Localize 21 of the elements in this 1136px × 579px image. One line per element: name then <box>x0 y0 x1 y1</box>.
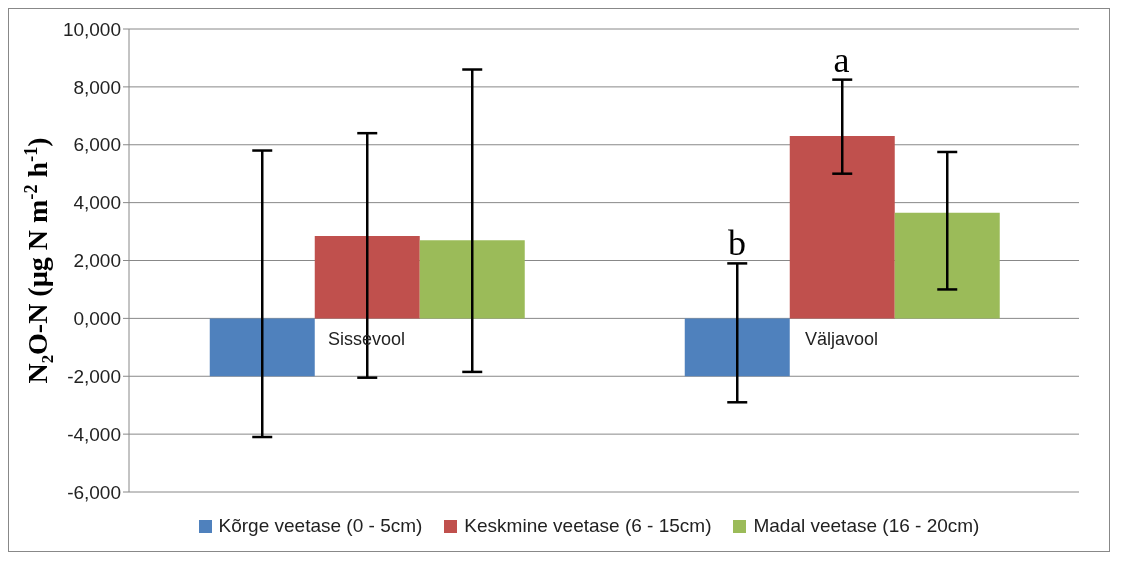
y-tick-label: 4,000 <box>73 192 121 214</box>
y-tick-label: 2,000 <box>73 250 121 272</box>
bar <box>894 212 1000 319</box>
annotation: a <box>833 39 850 80</box>
y-tick-label: 0,000 <box>73 308 121 330</box>
y-tick-label: 8,000 <box>73 76 121 98</box>
bar <box>419 240 525 319</box>
y-tick-label: -2,000 <box>67 365 121 387</box>
legend-label: Keskmine veetase (6 - 15cm) <box>463 515 712 537</box>
legend-label: Madal veetase (16 - 20cm) <box>752 515 980 537</box>
bar <box>684 318 790 377</box>
annotation: b <box>728 223 746 264</box>
y-tick-label: 10,000 <box>62 18 121 40</box>
bar <box>209 318 315 377</box>
x-tick-label: Väljavool <box>804 329 879 350</box>
legend-label: Kõrge veetase (0 - 5cm) <box>217 515 423 537</box>
y-tick-label: 6,000 <box>73 134 121 156</box>
bar <box>314 235 420 319</box>
bar <box>789 136 895 319</box>
y-tick-label: -6,000 <box>67 481 121 503</box>
y-tick-label: -4,000 <box>67 423 121 445</box>
